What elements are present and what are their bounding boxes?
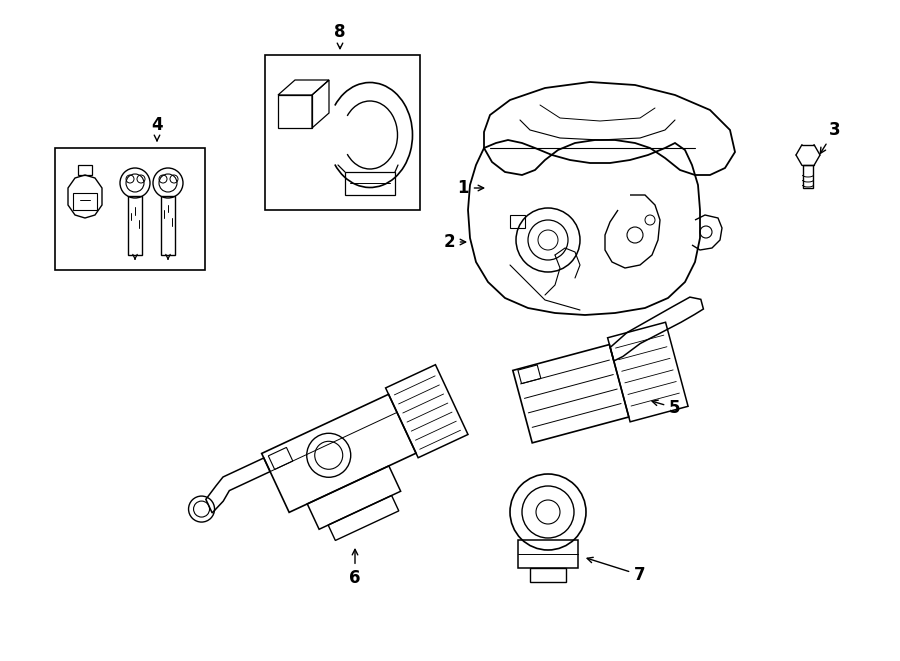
Text: 2: 2 — [443, 233, 465, 251]
Text: 7: 7 — [587, 557, 646, 584]
Text: 1: 1 — [457, 179, 483, 197]
Text: 4: 4 — [151, 116, 163, 141]
Text: 5: 5 — [652, 399, 680, 417]
Text: 8: 8 — [334, 23, 346, 49]
Text: 3: 3 — [820, 121, 841, 153]
Text: 6: 6 — [349, 549, 361, 587]
